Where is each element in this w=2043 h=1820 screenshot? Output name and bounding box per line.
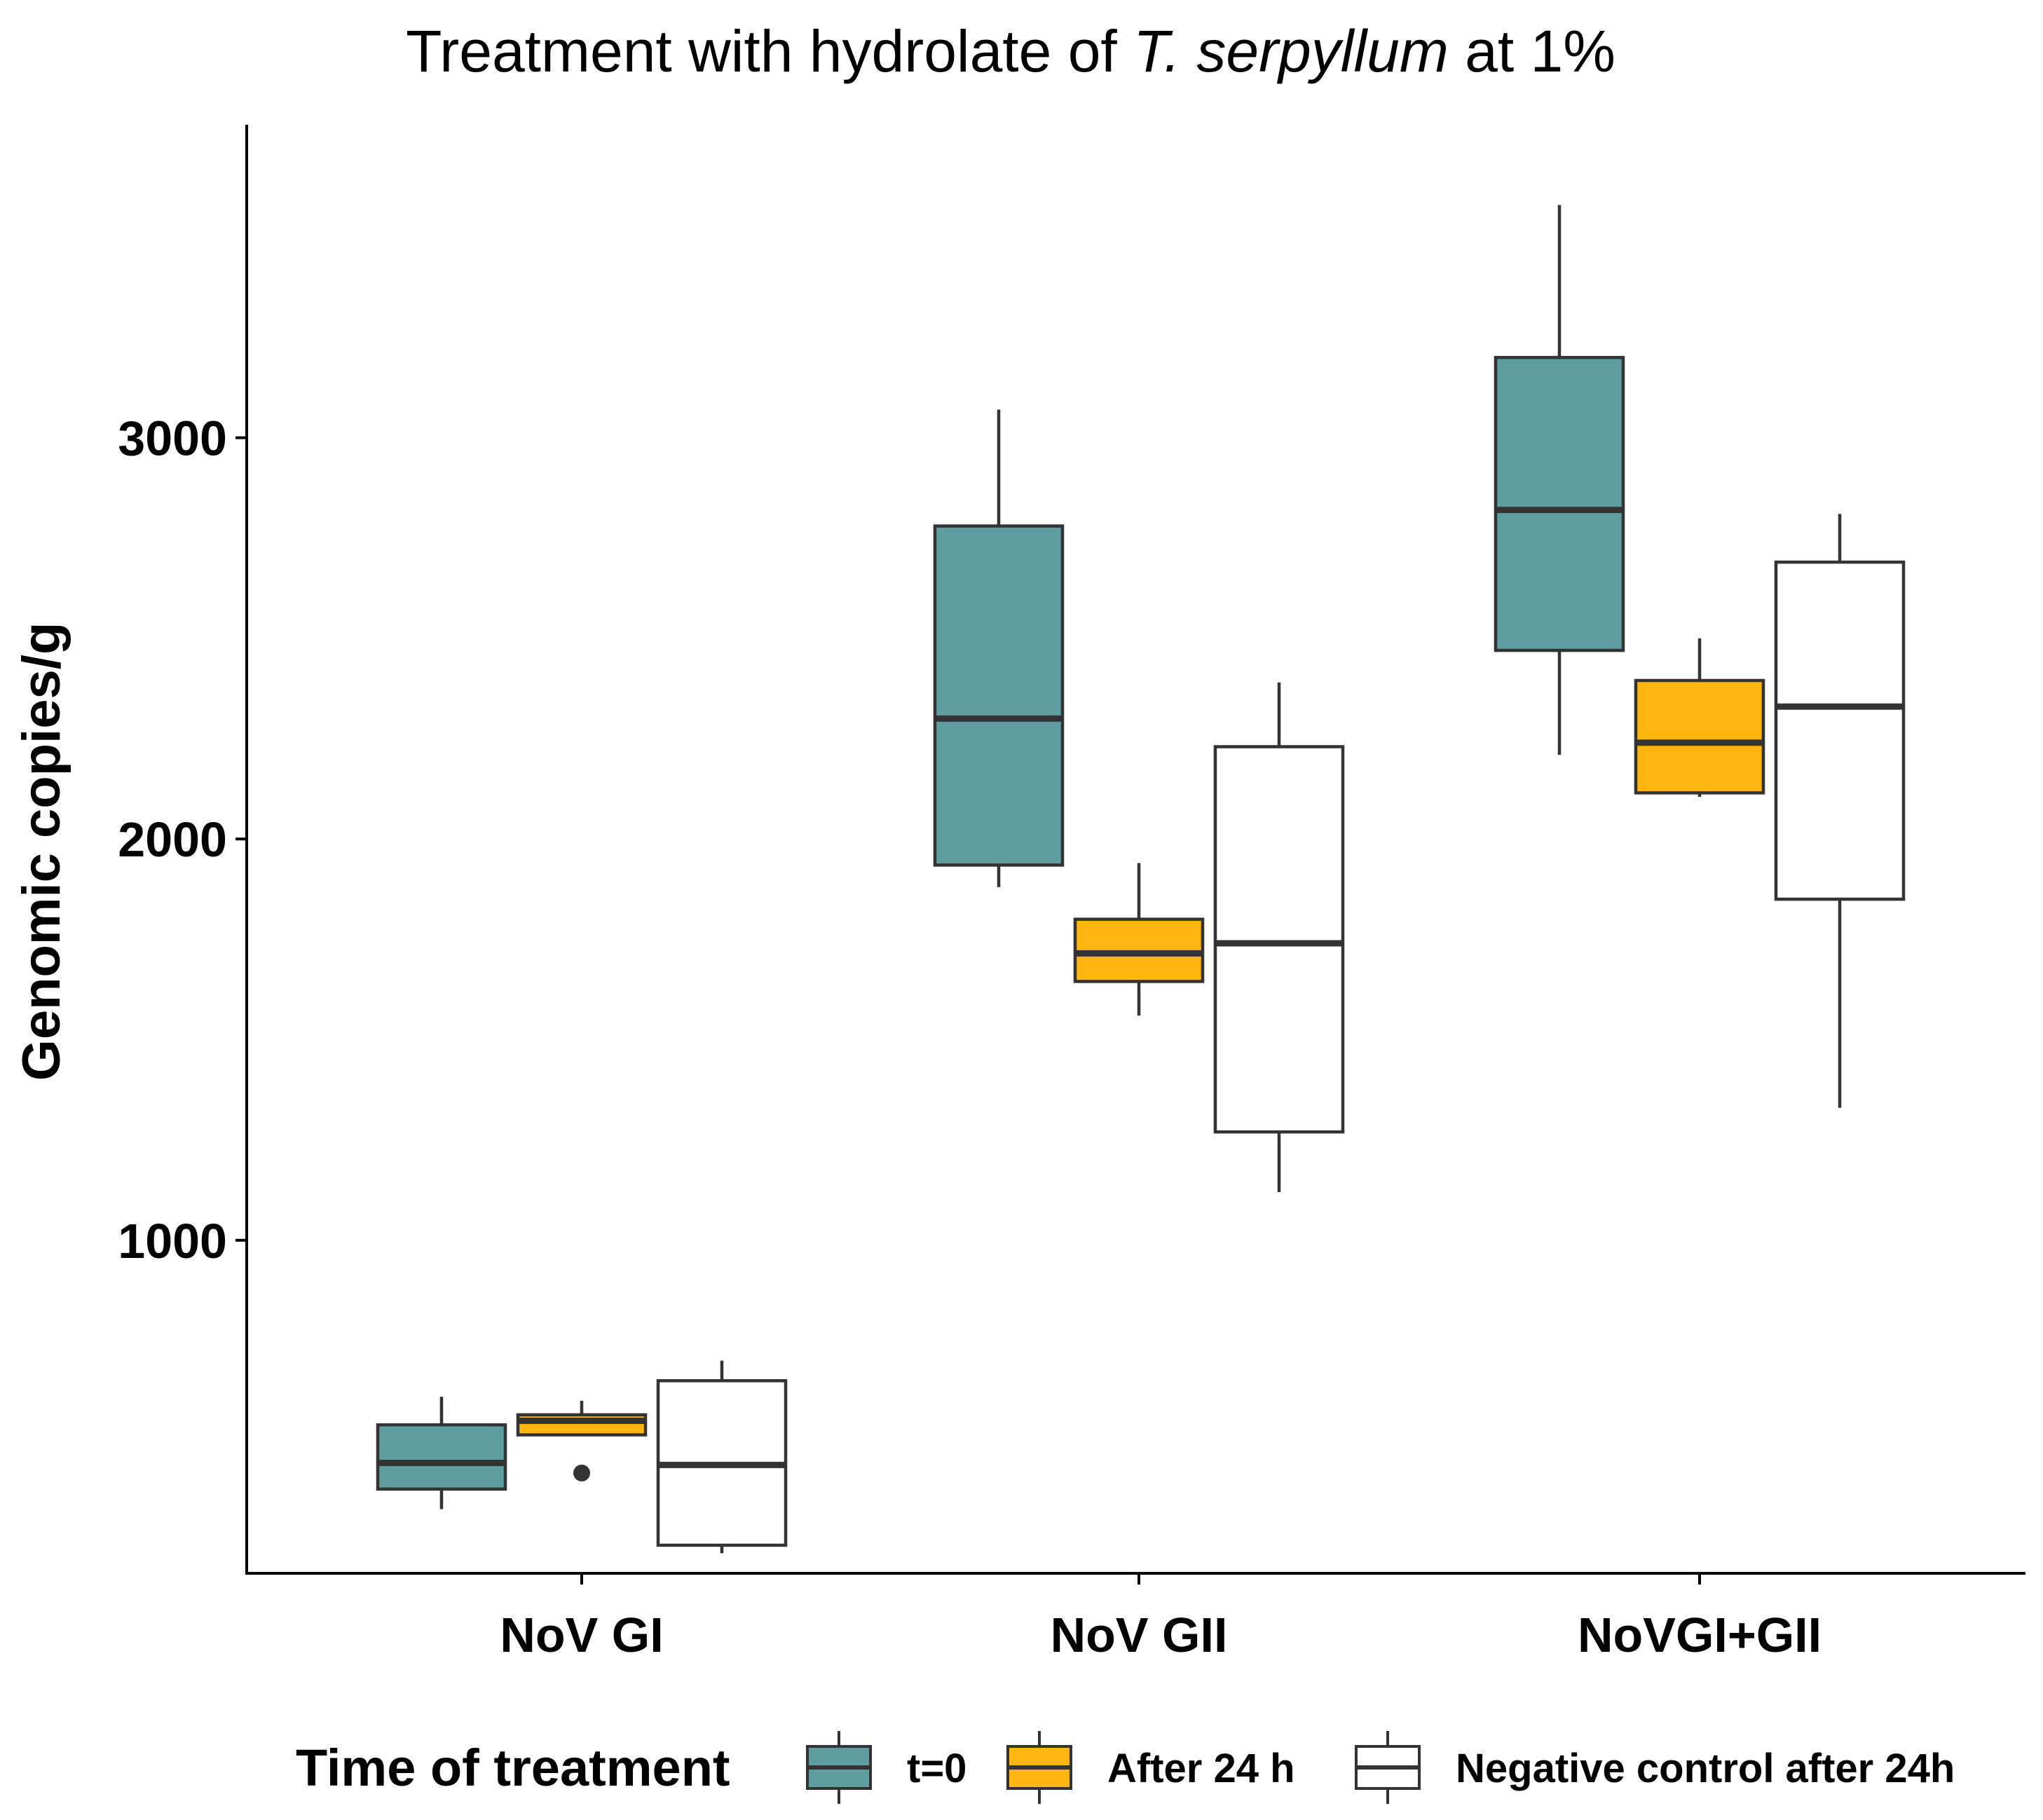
box-body	[1494, 355, 1625, 652]
box-body	[1634, 678, 1765, 795]
legend-item: Negative control after 24h	[1355, 1731, 1955, 1804]
legend-item: t=0	[806, 1731, 966, 1804]
y-tick-label: 3000	[118, 411, 227, 466]
axes: 1000 2000 3000 NoV GI NoV GII NoVGI+GII	[118, 125, 2025, 1662]
box-2-1	[516, 1400, 648, 1482]
outlier-point	[573, 1464, 590, 1482]
legend-item: After 24 h	[1006, 1731, 1295, 1804]
chart-title-italic: T. serpyllum	[1133, 18, 1449, 84]
legend-title: Time of treatment	[296, 1739, 730, 1797]
series-1	[376, 205, 1625, 1510]
box-1-3	[1494, 205, 1625, 755]
box-3-1	[656, 1360, 788, 1554]
chart-title-prefix: Treatment with hydrolate of	[406, 18, 1133, 84]
box-body	[1213, 745, 1345, 1134]
series-2	[516, 638, 1765, 1482]
box-2-3	[1634, 638, 1765, 798]
box-2-2	[1073, 863, 1205, 1016]
plot-area	[376, 205, 1906, 1554]
box-1-2	[933, 409, 1065, 887]
legend-label: After 24 h	[1107, 1746, 1295, 1791]
box-body	[1774, 560, 1906, 901]
box-1-1	[376, 1397, 507, 1510]
x-tick-label: NoV GII	[1051, 1608, 1228, 1662]
legend-label: Negative control after 24h	[1456, 1746, 1955, 1791]
box-3-2	[1213, 682, 1345, 1193]
box-3-3	[1774, 514, 1906, 1108]
y-axis-title: Genomic copies/g	[12, 622, 71, 1081]
y-tick-label: 2000	[118, 812, 227, 867]
y-tick-label: 1000	[118, 1214, 227, 1268]
chart-title: Treatment with hydrolate of T. serpyllum…	[406, 18, 1615, 84]
x-tick-label: NoV GI	[500, 1608, 663, 1662]
box-body	[933, 524, 1065, 867]
x-tick-label: NoVGI+GII	[1578, 1608, 1822, 1662]
legend: Time of treatment t=0 After 24 h Negative c…	[296, 1731, 1955, 1804]
box-body	[376, 1423, 507, 1491]
chart-title-suffix: at 1%	[1449, 18, 1615, 84]
legend-label: t=0	[907, 1746, 966, 1791]
series-3	[656, 514, 1906, 1554]
